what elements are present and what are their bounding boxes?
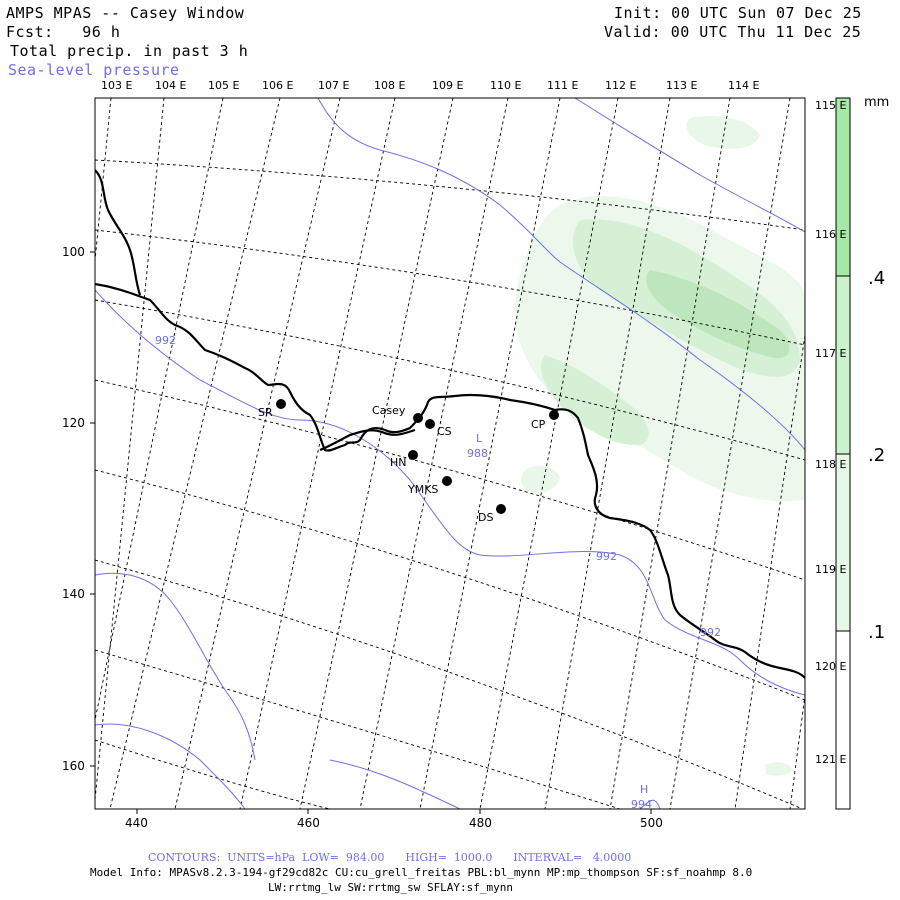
overlay-name: Sea-level pressure	[8, 61, 180, 79]
lon-label: 105 E	[208, 79, 240, 92]
station-markers	[276, 399, 559, 514]
lon-label: 107 E	[318, 79, 350, 92]
station-label-sr: SR	[258, 406, 273, 419]
station-label-ds: DS	[478, 511, 494, 524]
contour-info: CONTOURS: UNITS=hPa LOW= 984.00 HIGH= 10…	[148, 851, 632, 864]
colorbar	[835, 97, 851, 810]
high-center-value: 994	[631, 798, 652, 811]
isobar-label: 992	[155, 334, 176, 347]
forecast-hour: Fcst: 96 h	[6, 23, 121, 41]
station-label-ymks: YMKS	[408, 483, 439, 496]
station-label-cs: CS	[437, 425, 452, 438]
lon-label: 110 E	[490, 79, 522, 92]
lon-label-right: 119 E	[815, 563, 847, 576]
model-info-line2: LW:rrtmg_lw SW:rrtmg_sw SFLAY:sf_mynn	[268, 881, 514, 894]
axis-ticks	[90, 251, 652, 814]
lon-label-right: 116 E	[815, 228, 847, 241]
y-tick-label: 160	[62, 759, 85, 773]
low-center-value: 988	[467, 447, 488, 460]
colorbar-unit: mm	[864, 95, 890, 110]
colorbar-label: .4	[868, 268, 886, 289]
lat-lon-grid	[95, 98, 805, 809]
station-label-casey: Casey	[372, 404, 406, 417]
lon-label: 113 E	[666, 79, 698, 92]
lon-label: 106 E	[262, 79, 294, 92]
x-tick-label: 460	[297, 816, 320, 830]
y-tick-label: 120	[62, 416, 85, 430]
init-time: Init: 00 UTC Sun 07 Dec 25	[614, 4, 862, 22]
valid-time: Valid: 00 UTC Thu 11 Dec 25	[604, 23, 862, 41]
station-label-hn: HN	[390, 456, 407, 469]
colorbar-label: .1	[868, 622, 886, 643]
lon-label: 112 E	[605, 79, 637, 92]
lon-label: 104 E	[155, 79, 187, 92]
lon-label: 103 E	[101, 79, 133, 92]
lon-label: 114 E	[728, 79, 760, 92]
map-title: AMPS MPAS -- Casey Window	[6, 4, 245, 22]
lon-label: 109 E	[432, 79, 464, 92]
lon-label-right: 118 E	[815, 458, 847, 471]
x-tick-label: 480	[469, 816, 492, 830]
coastline	[95, 169, 805, 679]
lon-label-right: 117 E	[815, 347, 847, 360]
isobar-label: 992	[596, 550, 617, 563]
lon-label-right: 121 E	[815, 753, 847, 766]
colorbar-label: .2	[868, 445, 886, 466]
field-name: Total precip. in past 3 h	[10, 42, 249, 60]
lon-label-right: 120 E	[815, 660, 847, 673]
isobars	[95, 98, 805, 809]
station-label-cp: CP	[531, 418, 546, 431]
y-tick-label: 100	[62, 245, 85, 259]
lon-label: 108 E	[374, 79, 406, 92]
lon-label-right: 115 E	[815, 99, 847, 112]
high-center-marker: H	[640, 783, 649, 796]
x-tick-label: 440	[125, 816, 148, 830]
precip-shading	[514, 115, 805, 776]
isobar-label: 992	[700, 626, 721, 639]
low-center-marker: L	[476, 432, 483, 445]
x-tick-label: 500	[640, 816, 663, 830]
plot-frame	[94, 97, 806, 810]
lon-label: 111 E	[547, 79, 579, 92]
y-tick-label: 140	[62, 587, 85, 601]
model-info: Model Info: MPASv8.2.3-194-gf29cd82c CU:…	[90, 866, 753, 879]
